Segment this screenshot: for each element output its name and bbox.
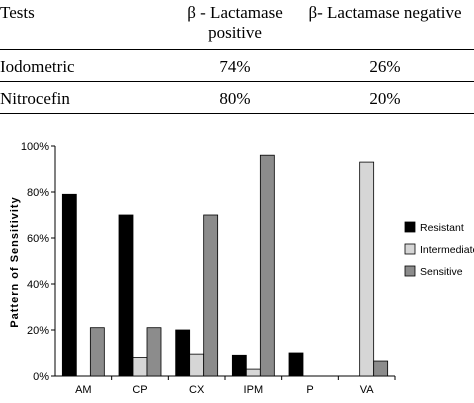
legend-swatch <box>404 221 416 233</box>
bar-intermediate <box>132 357 148 377</box>
row-test: Iodometric <box>0 57 75 76</box>
y-tick-label: 60% <box>27 233 49 245</box>
legend-label: Resistant <box>420 222 464 234</box>
chart-legend: Resistant Intermediate Sensitive <box>404 221 474 278</box>
row-test: Nitrocefin <box>0 89 70 108</box>
header-negative: β- Lactamase negative <box>308 3 462 22</box>
legend-label: Intermediate <box>420 244 474 256</box>
legend-swatch <box>404 243 416 255</box>
bar-resistant <box>231 354 247 377</box>
table-divider <box>0 113 474 114</box>
bar-sensitive <box>259 154 275 377</box>
header-positive-line2: positive <box>208 23 262 42</box>
bar-intermediate <box>359 161 375 377</box>
x-tick-label: CP <box>132 384 147 396</box>
x-tick-label: IPM <box>244 384 264 396</box>
row-negative: 20% <box>369 89 401 108</box>
chart-ticks: 0% 20% 40% 60% 80% 100% AM CP CX IPM P VA <box>21 141 396 396</box>
header-positive-line1: β - Lactamase <box>187 3 283 22</box>
row-negative: 26% <box>369 57 401 76</box>
y-tick-label: 80% <box>27 187 49 199</box>
chart-axes <box>54 146 395 377</box>
bar-resistant <box>118 214 134 377</box>
table-divider <box>0 49 474 50</box>
x-tick-label: AM <box>75 384 92 396</box>
table-divider <box>0 81 474 82</box>
bar-sensitive <box>373 360 389 377</box>
y-tick-label: 20% <box>27 325 49 337</box>
y-tick-label: 40% <box>27 279 49 291</box>
bar-resistant <box>175 329 191 377</box>
bar-sensitive <box>146 327 162 377</box>
x-tick-label: P <box>306 384 313 396</box>
y-tick-label: 100% <box>21 141 49 153</box>
x-tick-label: CX <box>189 384 205 396</box>
y-tick-label: 0% <box>33 371 49 383</box>
x-tick-label: VA <box>360 384 375 396</box>
bar-sensitive <box>203 214 219 377</box>
y-axis-label: Pattern of Sensitivity <box>9 196 21 327</box>
header-tests: Tests <box>0 3 35 22</box>
chart-bars <box>61 154 389 377</box>
bar-resistant <box>61 193 77 377</box>
legend-swatch <box>404 265 416 277</box>
row-positive: 80% <box>219 89 251 108</box>
bar-intermediate <box>245 368 261 377</box>
bar-intermediate <box>189 353 205 377</box>
row-positive: 74% <box>219 57 251 76</box>
bar-resistant <box>288 352 304 377</box>
bar-sensitive <box>89 327 105 377</box>
legend-label: Sensitive <box>420 266 463 278</box>
